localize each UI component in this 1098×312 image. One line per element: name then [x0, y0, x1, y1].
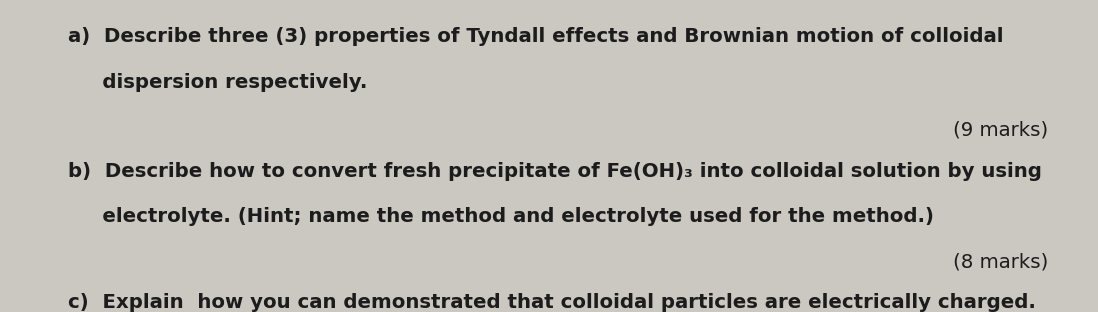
- Text: (9 marks): (9 marks): [953, 120, 1049, 139]
- Text: dispersion respectively.: dispersion respectively.: [68, 73, 368, 92]
- Text: a)  Describe three (3) properties of Tyndall effects and Brownian motion of coll: a) Describe three (3) properties of Tynd…: [68, 27, 1004, 46]
- Text: electrolyte. (Hint; name the method and electrolyte used for the method.): electrolyte. (Hint; name the method and …: [68, 207, 934, 227]
- Text: (8 marks): (8 marks): [953, 253, 1049, 272]
- Text: b)  Describe how to convert fresh precipitate of Fe(OH)₃ into colloidal solution: b) Describe how to convert fresh precipi…: [68, 162, 1042, 181]
- Text: c)  Explain  how you can demonstrated that colloidal particles are electrically : c) Explain how you can demonstrated that…: [68, 293, 1035, 312]
